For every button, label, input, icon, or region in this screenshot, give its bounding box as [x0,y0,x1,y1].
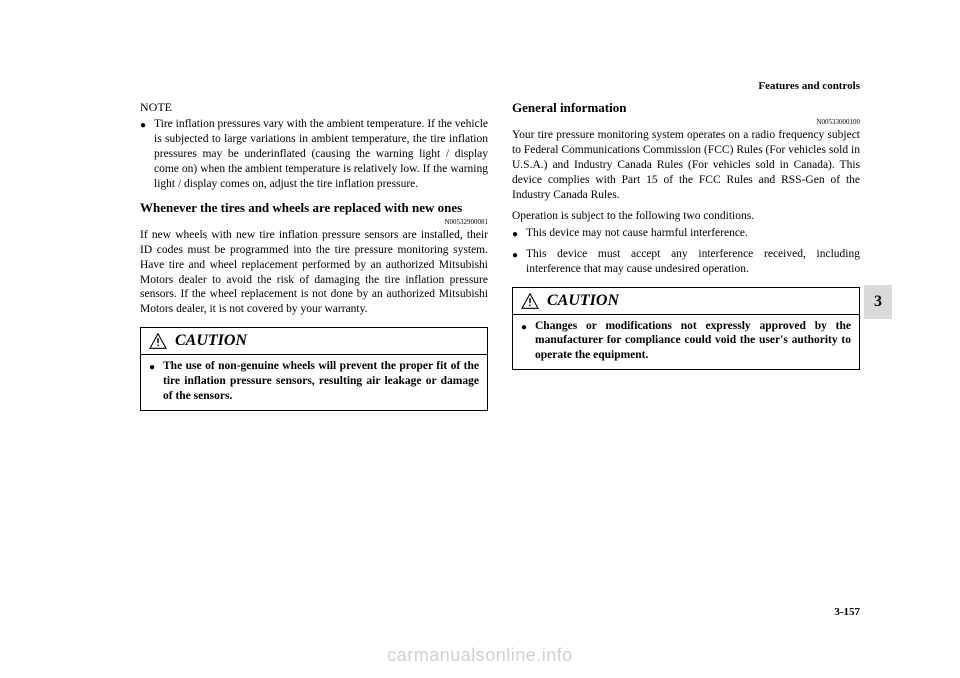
caution-box-left: CAUTION ● The use of non-genuine wheels … [140,327,488,411]
warning-triangle-icon [149,333,167,349]
section-code-left: N00532900081 [140,218,488,226]
warning-triangle-icon [521,293,539,309]
chapter-tab: 3 [864,285,892,319]
caution-text-left: The use of non-genuine wheels will preve… [163,359,479,404]
section-body-left: If new wheels with new tire inflation pr… [140,228,488,318]
bullet-icon: ● [140,117,154,192]
page-container: Features and controls NOTE ● Tire inflat… [0,0,960,678]
caution-bullet-item-left: ● The use of non-genuine wheels will pre… [149,359,479,404]
bullet-icon: ● [149,359,163,404]
caution-header-right: CAUTION [513,288,859,315]
caution-box-right: CAUTION ● Changes or modifications not e… [512,287,860,371]
caution-header-left: CAUTION [141,328,487,355]
content-columns: NOTE ● Tire inflation pressures vary wit… [140,100,860,411]
condition-bullet-1: ● This device may not cause harmful inte… [512,226,860,241]
note-bullet-item: ● Tire inflation pressures vary with the… [140,117,488,192]
watermark: carmanualsonline.info [387,645,573,666]
condition-text-1: This device may not cause harmful interf… [526,226,860,241]
caution-body-right: ● Changes or modifications not expressly… [513,315,859,370]
caution-body-left: ● The use of non-genuine wheels will pre… [141,355,487,410]
bullet-icon: ● [512,226,526,241]
note-label: NOTE [140,100,488,115]
caution-title-left: CAUTION [175,332,247,350]
section-code-right: N00533000100 [512,118,860,126]
bullet-icon: ● [521,319,535,364]
caution-bullet-item-right: ● Changes or modifications not expressly… [521,319,851,364]
page-number: 3-157 [834,606,860,618]
body-text-1: Your tire pressure monitoring system ope… [512,128,860,203]
condition-text-2: This device must accept any interference… [526,247,860,277]
body-text-2: Operation is subject to the following tw… [512,209,860,224]
caution-title-right: CAUTION [547,292,619,310]
right-column: General information N00533000100 Your ti… [512,100,860,411]
note-text: Tire inflation pressures vary with the a… [154,117,488,192]
section-heading-right: General information [512,100,860,116]
bullet-icon: ● [512,247,526,277]
caution-text-right: Changes or modifications not expressly a… [535,319,851,364]
condition-bullet-2: ● This device must accept any interferen… [512,247,860,277]
left-column: NOTE ● Tire inflation pressures vary wit… [140,100,488,411]
section-heading-left: Whenever the tires and wheels are replac… [140,200,488,216]
chapter-title: Features and controls [758,80,860,92]
